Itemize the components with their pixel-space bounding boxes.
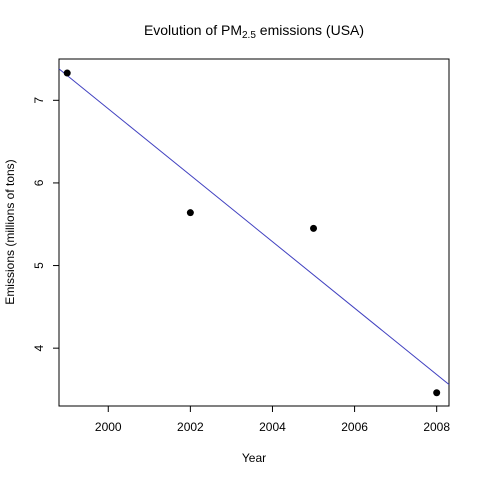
y-axis-label: Emissions (millions of tons)	[3, 159, 17, 304]
y-tick-label: 7	[32, 97, 46, 104]
chart-title-prefix: Evolution of PM	[144, 22, 242, 38]
x-tick-label: 2006	[341, 420, 368, 434]
chart-title-subscript: 2.5	[242, 30, 256, 41]
plot-frame	[58, 58, 450, 407]
x-axis: 2000 2002 2004 2006 2008	[95, 406, 450, 434]
y-tick-label: 6	[32, 179, 46, 186]
x-tick-label: 2004	[259, 420, 286, 434]
x-tick-label: 2002	[177, 420, 204, 434]
data-point	[63, 69, 71, 77]
chart-title-suffix: emissions (USA)	[256, 22, 364, 38]
y-axis: 4 5 6 7	[32, 97, 59, 352]
data-points	[63, 69, 441, 397]
x-tick-label: 2008	[423, 420, 450, 434]
data-point	[186, 209, 194, 217]
x-axis-label: Year	[242, 451, 266, 465]
data-point	[433, 389, 441, 397]
x-tick-label: 2000	[95, 420, 122, 434]
y-tick-label: 5	[32, 262, 46, 269]
y-tick-label: 4	[32, 345, 46, 352]
trend-line	[58, 68, 450, 385]
chart-title: Evolution of PM2.5 emissions (USA)	[144, 22, 364, 41]
data-point	[310, 224, 318, 232]
